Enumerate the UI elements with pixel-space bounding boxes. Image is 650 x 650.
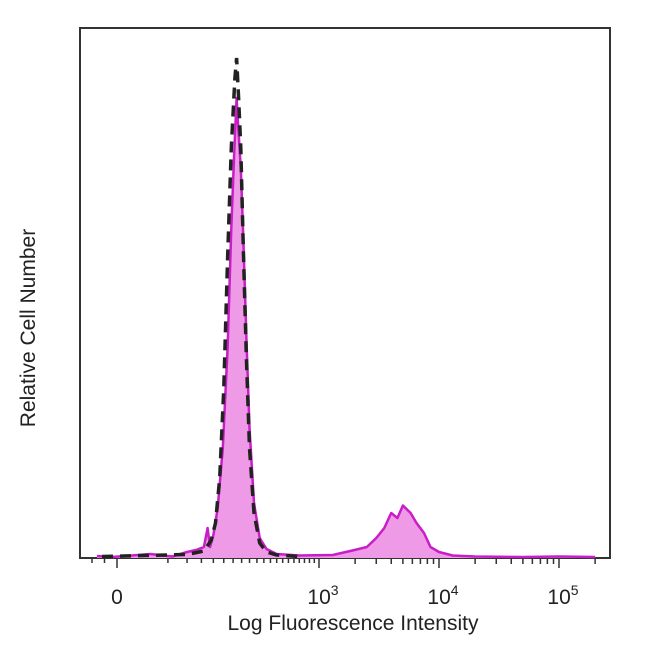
x-tick-label: 0 — [111, 586, 123, 609]
x-axis-title: Log Fluorescence Intensity — [228, 612, 479, 635]
y-axis-title: Relative Cell Number — [17, 229, 40, 427]
tick-layer: 0 103 104 105 — [91, 558, 596, 609]
x-tick-label: 103 — [307, 582, 338, 609]
plot-frame — [79, 27, 611, 559]
x-tick-label: 104 — [427, 582, 458, 609]
series-line-0 — [96, 96, 596, 559]
x-tick-label: 105 — [547, 582, 578, 609]
series-layer — [96, 57, 596, 559]
series-dashed-line-1 — [101, 57, 300, 559]
